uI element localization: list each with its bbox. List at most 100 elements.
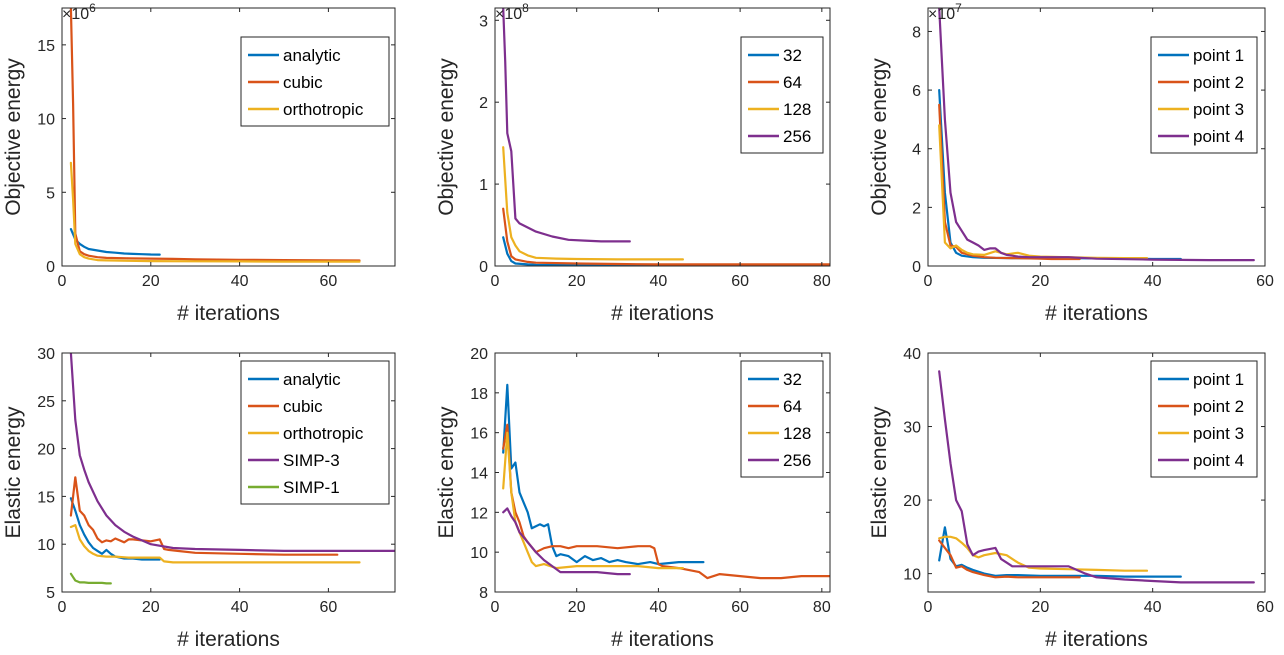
legend-box — [1150, 360, 1258, 478]
y-multiplier-base: ×10 — [495, 6, 522, 23]
y-multiplier-base: ×10 — [928, 6, 955, 23]
x-axis-label: # iterations — [611, 302, 714, 325]
y-multiplier-exponent: 7 — [955, 1, 962, 15]
y-tick-label: 10 — [470, 545, 488, 562]
axes-box — [927, 7, 1266, 267]
x-tick-label: 20 — [568, 273, 586, 290]
series-line-4 — [938, 370, 1255, 584]
y-axis-label: Elastic energy — [435, 406, 458, 538]
y-tick-label: 12 — [470, 505, 488, 522]
x-tick-label: 60 — [731, 599, 749, 616]
x-tick-label: 0 — [924, 599, 933, 616]
x-axis-label: # iterations — [1045, 302, 1148, 325]
legend: analytic cubic orthotropic SIMP-3 SIMP-1 — [240, 360, 390, 505]
x-tick-label: 0 — [58, 599, 67, 616]
y-tick-label: 20 — [37, 442, 55, 459]
x-tick-label: 40 — [1144, 599, 1162, 616]
series-line-4 — [69, 353, 395, 553]
y-tick-label: 0 — [46, 259, 55, 276]
series-group — [938, 8, 1255, 262]
y-tick-label: 0 — [912, 259, 921, 276]
x-tick-label: 20 — [568, 599, 586, 616]
y-tick-label: 2 — [912, 200, 921, 217]
legend: 32 64 128 256 — [740, 36, 824, 154]
series-line-3 — [69, 523, 361, 564]
series-line-3 — [502, 146, 685, 261]
series-line-4 — [502, 507, 631, 576]
y-axis-label: Objective energy — [2, 58, 25, 216]
legend-box — [740, 36, 824, 154]
x-tick-label: 80 — [813, 273, 831, 290]
legend-entry-label: point 3 — [1193, 100, 1244, 119]
legend-box — [240, 360, 390, 505]
x-tick-label: 60 — [1256, 273, 1274, 290]
y-axis-label: Objective energy — [435, 58, 458, 216]
legend-entry-label: point 1 — [1193, 370, 1244, 389]
x-tick-label: 0 — [491, 273, 500, 290]
y-tick-label: 10 — [903, 567, 921, 584]
x-tick-label: 0 — [924, 273, 933, 290]
y-multiplier-exponent: 6 — [89, 1, 96, 15]
legend: analytic cubic orthotropic — [240, 36, 390, 127]
x-axis-label: # iterations — [177, 302, 280, 325]
x-tick-label: 40 — [1144, 273, 1162, 290]
legend: point 1 point 2 point 3 point 4 — [1150, 36, 1258, 154]
legend-entry-label: SIMP-1 — [283, 478, 340, 497]
y-tick-label: 30 — [903, 420, 921, 437]
y-axis-label: Elastic energy — [2, 406, 25, 538]
x-tick-label: 40 — [650, 273, 668, 290]
legend-entry-label: 256 — [783, 127, 811, 146]
legend-entry-label: analytic — [283, 370, 341, 389]
series-line-4 — [502, 8, 631, 243]
y-tick-label: 18 — [470, 386, 488, 403]
x-tick-label: 60 — [731, 273, 749, 290]
subplot-3: 0 20 40 60 0 2 4 6 8 # iterations Objective energy… — [868, 1, 1274, 325]
x-tick-label: 60 — [320, 599, 338, 616]
x-tick-label: 20 — [1031, 273, 1049, 290]
y-tick-label: 4 — [912, 142, 921, 159]
legend-entry-label: 64 — [783, 73, 802, 92]
y-tick-label: 16 — [470, 426, 488, 443]
x-tick-label: 80 — [813, 599, 831, 616]
y-tick-label: 20 — [903, 493, 921, 510]
series-line-2 — [69, 476, 339, 556]
y-tick-label: 8 — [912, 24, 921, 41]
y-multiplier-exponent: 8 — [522, 1, 529, 15]
axes-box — [927, 352, 1266, 593]
x-tick-label: 20 — [1031, 599, 1049, 616]
legend-entry-label: cubic — [283, 73, 323, 92]
x-tick-label: 60 — [1256, 599, 1274, 616]
series-group — [502, 383, 830, 580]
y-tick-label: 5 — [46, 585, 55, 602]
y-tick-label: 14 — [470, 466, 488, 483]
y-tick-label: 30 — [37, 346, 55, 363]
x-tick-label: 0 — [58, 273, 67, 290]
y-tick-label: 2 — [479, 95, 488, 112]
x-tick-label: 40 — [231, 273, 249, 290]
y-multiplier: ×107 — [928, 1, 962, 23]
legend-entry-label: SIMP-3 — [283, 451, 340, 470]
y-tick-label: 40 — [903, 346, 921, 363]
y-tick-label: 25 — [37, 394, 55, 411]
legend-entry-label: 64 — [783, 397, 802, 416]
legend-box — [1150, 36, 1258, 154]
y-tick-label: 5 — [46, 185, 55, 202]
legend-entry-label: orthotropic — [283, 100, 364, 119]
subplot-1: 0 20 40 60 0 5 10 15 # iterations Objective energ… — [2, 1, 396, 325]
subplot-6: 0 20 40 60 10 20 30 40 # iterations Elastic energ… — [868, 346, 1274, 651]
y-tick-label: 1 — [479, 177, 488, 194]
axes-box — [61, 352, 396, 593]
y-tick-label: 0 — [479, 259, 488, 276]
series-group — [69, 353, 395, 585]
legend-entry-label: point 3 — [1193, 424, 1244, 443]
x-axis-label: # iterations — [1045, 628, 1148, 651]
y-axis-label: Elastic energy — [868, 406, 891, 538]
legend-entry-label: 32 — [783, 46, 802, 65]
series-group — [938, 370, 1255, 584]
series-group — [69, 8, 361, 263]
series-line-4 — [938, 8, 1255, 262]
x-tick-label: 20 — [142, 599, 160, 616]
y-multiplier-base: ×10 — [62, 6, 89, 23]
series-line-3 — [502, 431, 685, 570]
